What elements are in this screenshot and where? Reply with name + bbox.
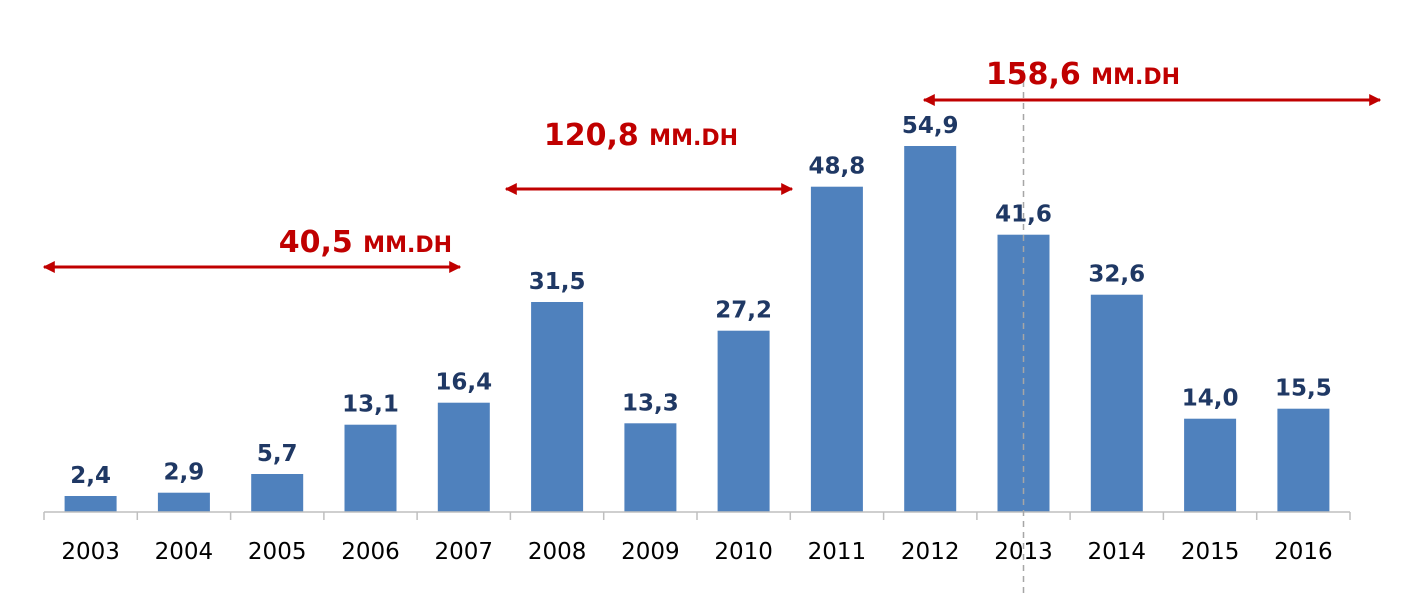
bar-value-label-2005: 5,7 <box>257 441 298 467</box>
bar-value-label-2008: 31,5 <box>529 269 586 295</box>
bar-value-label-2003: 2,4 <box>70 463 111 489</box>
bar-value-label-2012: 54,9 <box>902 113 959 139</box>
bar-2014 <box>1090 294 1143 512</box>
period-total-value: 40,5 <box>279 225 363 260</box>
bar-value-label-2014: 32,6 <box>1088 262 1145 288</box>
x-tick-label-2008: 2008 <box>528 539 587 565</box>
x-tick-label-2004: 2004 <box>155 539 214 565</box>
bar-value-label-2006: 13,1 <box>342 392 399 418</box>
x-tick-label-2012: 2012 <box>901 539 960 565</box>
bar-2012 <box>904 146 957 512</box>
x-tick-label-2006: 2006 <box>341 539 400 565</box>
bar-2005 <box>251 474 304 512</box>
x-tick-label-2014: 2014 <box>1088 539 1147 565</box>
period-total-unit: MM.DH <box>1091 65 1180 90</box>
x-tick-label-2011: 2011 <box>808 539 867 565</box>
bar-2008 <box>531 302 584 512</box>
period-total-unit: MM.DH <box>649 126 738 151</box>
bar-2006 <box>344 424 397 512</box>
bar-2015 <box>1184 418 1237 512</box>
bar-value-label-2010: 27,2 <box>715 298 772 324</box>
bar-2003 <box>64 496 117 512</box>
period-total-label-2008-2011: 120,8 MM.DH <box>544 118 738 153</box>
period-total-unit: MM.DH <box>363 233 452 258</box>
bar-2011 <box>810 186 863 512</box>
bar-value-label-2009: 13,3 <box>622 390 679 416</box>
bar-2004 <box>157 492 210 512</box>
x-axis: 2003 2004 2005 2006 2007 2008 2009 2010 2011 2012… <box>43 511 1351 565</box>
x-tick-label-2003: 2003 <box>61 539 120 565</box>
period-total-value: 120,8 <box>544 118 649 153</box>
period-total-label-2012-2016: 158,6 MM.DH <box>986 57 1180 92</box>
x-tick-label-2015: 2015 <box>1181 539 1240 565</box>
bar-2009 <box>624 423 677 512</box>
bars-layer: 2,4 2,95,713,116,431,513,327,248,854,941,… <box>64 113 1332 512</box>
x-tick-label-2013: 2013 <box>994 539 1053 565</box>
x-tick-label-2007: 2007 <box>435 539 494 565</box>
x-tick-label-2010: 2010 <box>714 539 773 565</box>
bar-value-label-2007: 16,4 <box>435 370 492 396</box>
bar-2016 <box>1277 408 1330 512</box>
x-tick-label-2009: 2009 <box>621 539 680 565</box>
bar-2010 <box>717 330 770 512</box>
bar-value-label-2015: 14,0 <box>1182 386 1239 412</box>
x-tick-label-2016: 2016 <box>1274 539 1333 565</box>
bar-2007 <box>437 402 490 512</box>
period-total-label-2003-2007: 40,5 MM.DH <box>279 225 452 260</box>
period-total-value: 158,6 <box>986 57 1091 92</box>
bar-value-label-2016: 15,5 <box>1275 376 1332 402</box>
x-tick-label-2005: 2005 <box>248 539 307 565</box>
bar-value-label-2004: 2,9 <box>164 460 205 486</box>
bar-value-label-2011: 48,8 <box>809 154 866 180</box>
